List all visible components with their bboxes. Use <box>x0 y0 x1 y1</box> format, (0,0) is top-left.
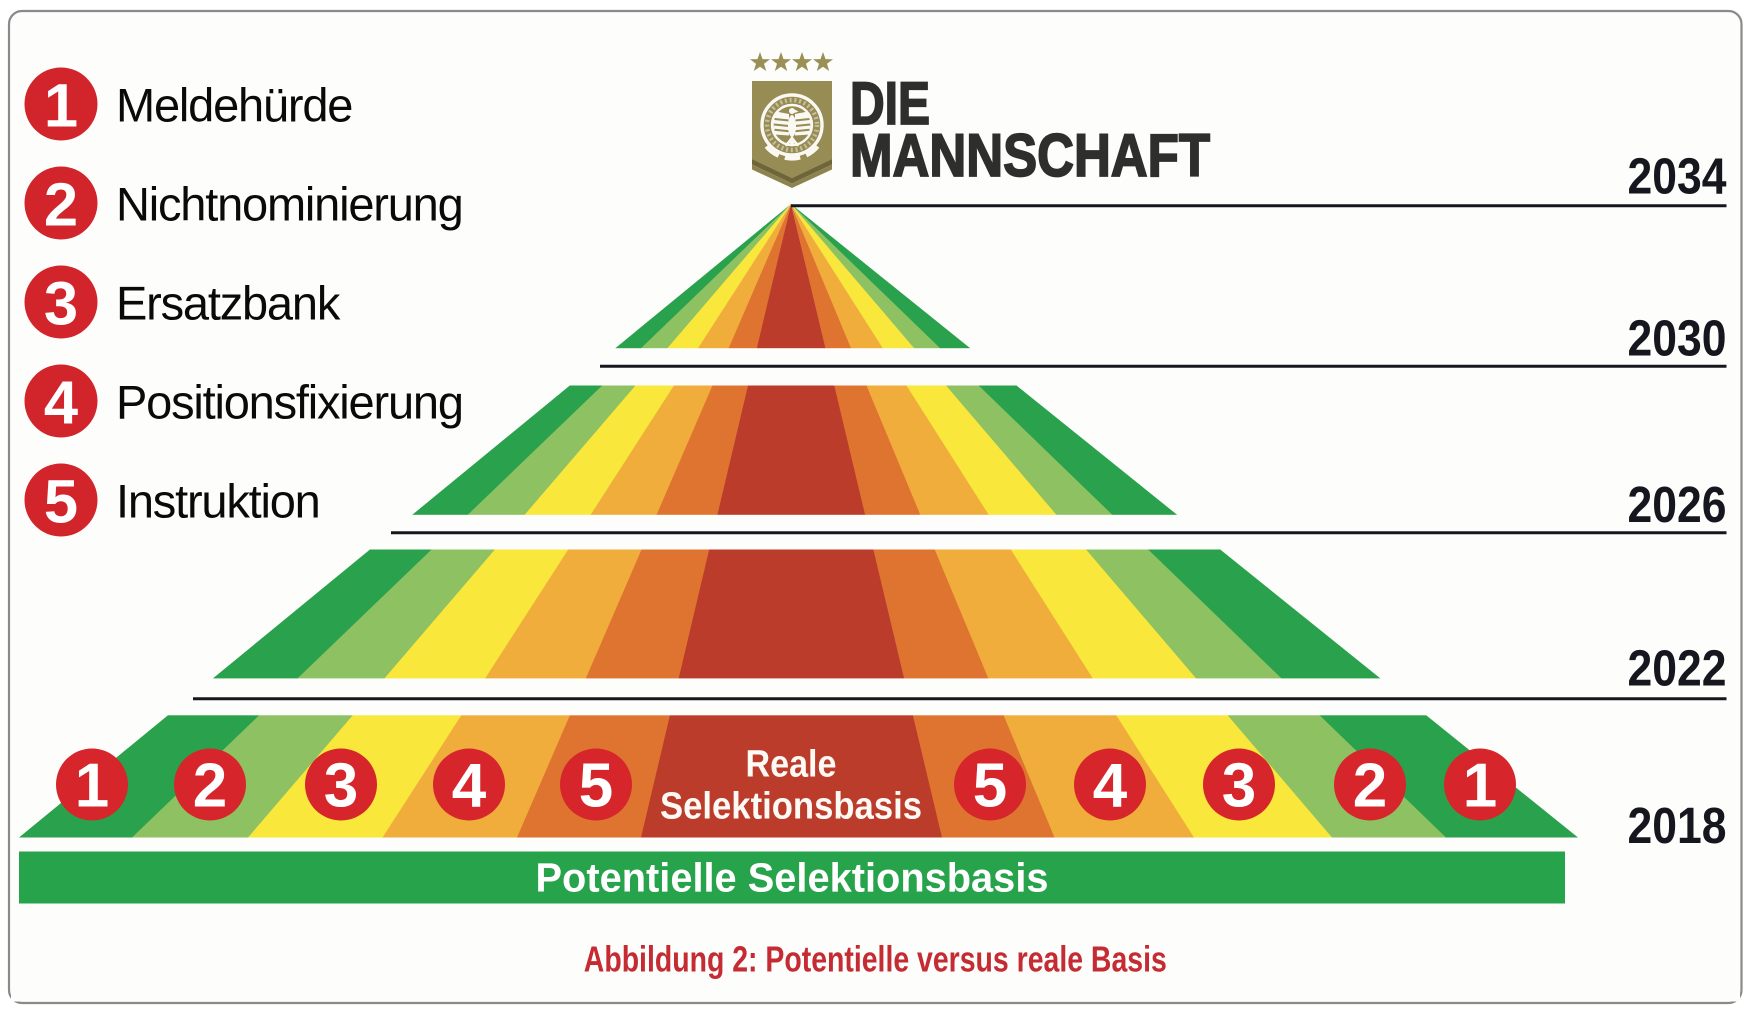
svg-text:Positionsfixierung: Positionsfixierung <box>116 376 463 429</box>
svg-text:2030: 2030 <box>1628 310 1727 367</box>
svg-text:DIE: DIE <box>850 70 930 137</box>
svg-text:Instruktion: Instruktion <box>116 475 320 528</box>
svg-text:Abbildung 2: Potentielle versu: Abbildung 2: Potentielle versus reale Ba… <box>584 939 1167 980</box>
svg-text:MANNSCHAFT: MANNSCHAFT <box>850 122 1210 189</box>
svg-text:Meldehürde: Meldehürde <box>116 79 352 132</box>
svg-text:4: 4 <box>452 752 487 821</box>
svg-text:3: 3 <box>324 752 358 821</box>
svg-text:5: 5 <box>579 752 613 821</box>
svg-text:4: 4 <box>1093 752 1128 821</box>
svg-text:Potentielle Selektionsbasis: Potentielle Selektionsbasis <box>536 855 1049 901</box>
svg-text:3: 3 <box>44 269 78 338</box>
svg-text:2026: 2026 <box>1628 476 1727 533</box>
svg-text:1: 1 <box>1463 752 1497 821</box>
svg-text:5: 5 <box>44 467 78 536</box>
svg-text:2: 2 <box>44 170 78 239</box>
svg-text:2: 2 <box>193 752 227 821</box>
svg-text:Reale: Reale <box>746 744 837 786</box>
svg-text:2: 2 <box>1353 752 1387 821</box>
svg-text:1: 1 <box>75 752 109 821</box>
svg-text:3: 3 <box>1222 752 1256 821</box>
svg-text:2034: 2034 <box>1628 148 1728 205</box>
svg-text:4: 4 <box>44 368 78 437</box>
svg-text:1: 1 <box>44 71 78 140</box>
svg-text:5: 5 <box>973 752 1007 821</box>
svg-text:Ersatzbank: Ersatzbank <box>116 277 341 330</box>
svg-text:Nichtnominierung: Nichtnominierung <box>116 178 463 231</box>
svg-text:Selektionsbasis: Selektionsbasis <box>660 785 922 827</box>
svg-text:2022: 2022 <box>1628 640 1727 697</box>
svg-text:2018: 2018 <box>1628 797 1727 854</box>
